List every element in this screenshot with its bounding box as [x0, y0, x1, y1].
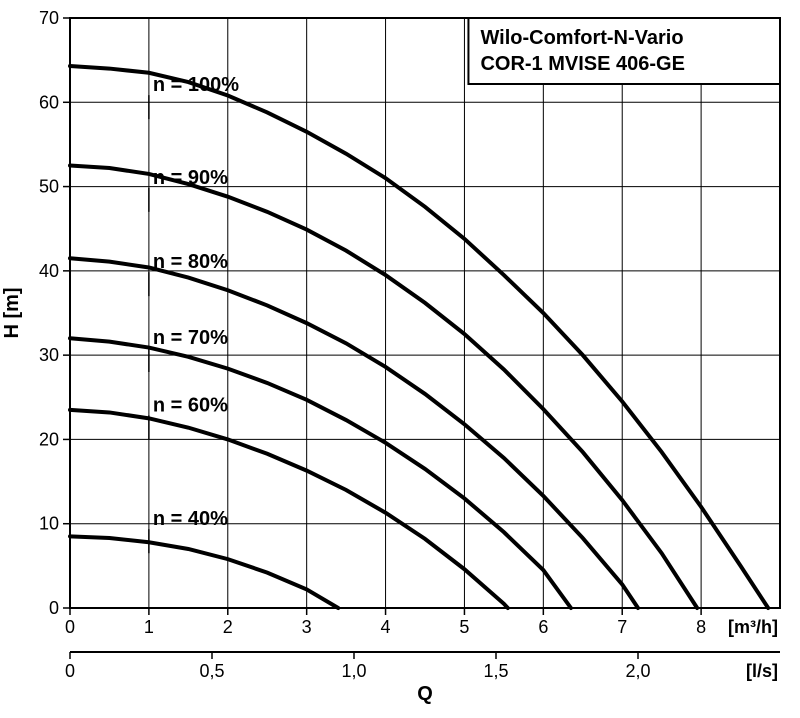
x-tick-m3h: 3: [302, 617, 312, 637]
y-tick-label: 20: [39, 429, 59, 449]
pump-curve-chart: n = 100% n = 90% n = 80% n = 70% n = 60% n = …: [0, 0, 800, 718]
x-tick-m3h: 4: [381, 617, 391, 637]
curve-label: n = 40%: [153, 508, 228, 530]
x-tick-ls: 0,5: [199, 661, 224, 681]
x-axis-title: Q: [417, 683, 433, 705]
x-tick-ls: 2,0: [625, 661, 650, 681]
chart-svg: n = 100% n = 90% n = 80% n = 70% n = 60% n = …: [0, 0, 800, 718]
x-tick-m3h: 0: [65, 617, 75, 637]
y-tick-label: 50: [39, 177, 59, 197]
title-line2: COR-1 MVISE 406-GE: [480, 53, 685, 75]
curve-label: n = 80%: [153, 251, 228, 273]
curve-80pct: [70, 258, 638, 608]
curve-label: n = 100%: [153, 74, 239, 96]
curve-40pct: [70, 536, 338, 608]
x-unit-ls: [l/s]: [746, 661, 778, 681]
x-tick-m3h: 1: [144, 617, 154, 637]
curve-label: n = 70%: [153, 327, 228, 349]
curve-90pct: [70, 166, 697, 609]
y-tick-label: 40: [39, 261, 59, 281]
y-tick-label: 0: [49, 598, 59, 618]
x-tick-m3h: 7: [617, 617, 627, 637]
y-tick-label: 30: [39, 345, 59, 365]
x-tick-m3h: 8: [696, 617, 706, 637]
curve-label: n = 60%: [153, 394, 228, 416]
x-unit-m3h: [m³/h]: [728, 617, 778, 637]
y-tick-label: 10: [39, 514, 59, 534]
x-tick-m3h: 5: [459, 617, 469, 637]
x-tick-ls: 1,5: [483, 661, 508, 681]
title-line1: Wilo-Comfort-N-Vario: [480, 27, 683, 49]
x-tick-m3h: 2: [223, 617, 233, 637]
y-tick-label: 60: [39, 92, 59, 112]
x-tick-ls: 1,0: [341, 661, 366, 681]
curve-70pct: [70, 338, 571, 608]
y-tick-label: 70: [39, 8, 59, 28]
y-axis-title: H [m]: [1, 287, 23, 338]
x-tick-ls: 0: [65, 661, 75, 681]
curve-label: n = 90%: [153, 167, 228, 189]
x-tick-m3h: 6: [538, 617, 548, 637]
